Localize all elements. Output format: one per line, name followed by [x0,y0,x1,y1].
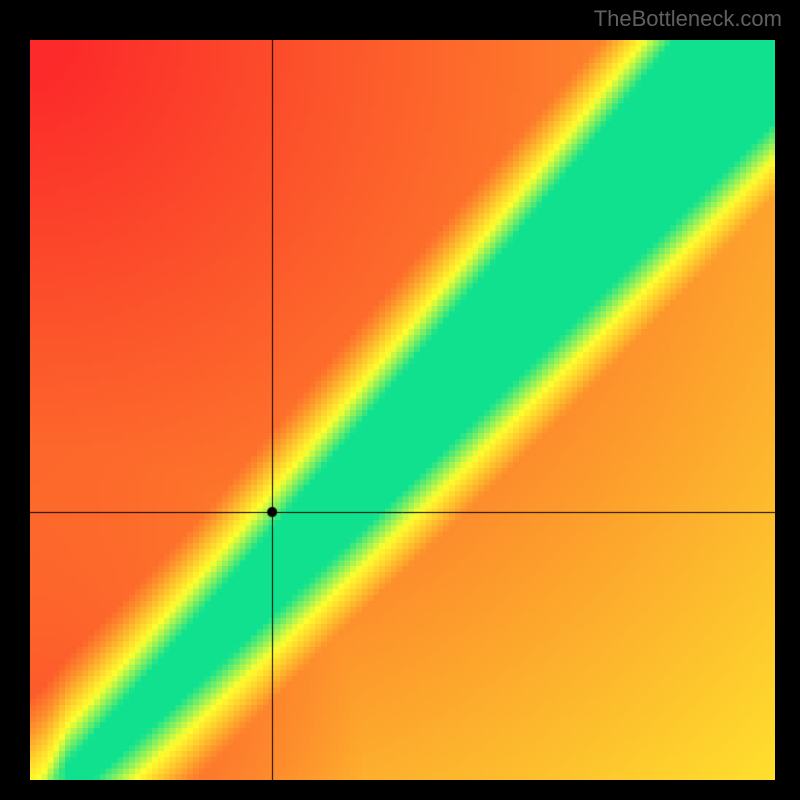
watermark-text: TheBottleneck.com [594,6,782,32]
overlay-canvas [30,40,775,780]
